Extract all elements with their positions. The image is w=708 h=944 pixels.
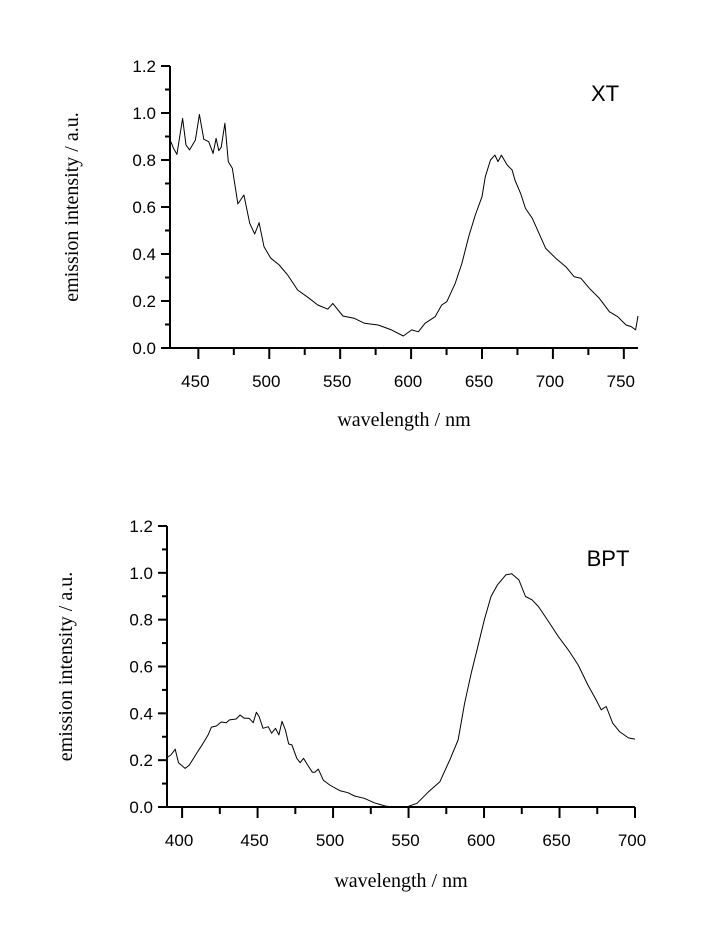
x-tick-label: 400 [165, 831, 193, 850]
y-tick-label: 1.0 [132, 104, 156, 123]
y-tick-label: 0.4 [132, 245, 156, 264]
x-tick-label: 600 [467, 831, 495, 850]
x-tick-label: 700 [536, 372, 564, 391]
x-axis-label: wavelength / nm [337, 409, 471, 431]
y-tick-label: 0.2 [132, 292, 156, 311]
y-tick-label: 0.2 [129, 751, 153, 770]
y-tick-label: 0.0 [129, 798, 153, 817]
x-tick-label: 600 [394, 372, 422, 391]
series-line-xt [170, 113, 639, 337]
x-tick-label: 750 [607, 372, 635, 391]
y-tick-label: 0.8 [129, 611, 153, 630]
y-axis-label: emission intensity / a.u. [61, 112, 83, 301]
y-tick-label: 0.6 [132, 198, 156, 217]
x-tick-label: 450 [181, 372, 209, 391]
x-tick-label: 450 [240, 831, 268, 850]
y-tick-label: 1.0 [129, 564, 153, 583]
sample-annotation: BPT [587, 546, 630, 571]
y-tick-label: 0.8 [132, 151, 156, 170]
sample-annotation: XT [591, 81, 619, 106]
x-tick-label: 650 [542, 831, 570, 850]
y-axis-label: emission intensity / a.u. [55, 572, 77, 761]
x-axis-label: wavelength / nm [334, 870, 468, 892]
y-tick-label: 0.6 [129, 658, 153, 677]
chart-panel-bpt: 0.0 0.2 0.4 0.6 0.8 1.0 1.2 400 450 500 550 600 650 7… [55, 517, 646, 892]
x-tick-label: 550 [323, 372, 351, 391]
chart-panel-xt: 0.0 0.2 0.4 0.6 0.8 1.0 1.2 450 500 550 600 650 700 7… [61, 57, 639, 431]
x-tick-label: 500 [316, 831, 344, 850]
x-tick-label: 500 [252, 372, 280, 391]
y-tick-label: 0.0 [132, 339, 156, 358]
y-tick-label: 1.2 [132, 57, 156, 76]
x-tick-label: 700 [618, 831, 646, 850]
series-line-bpt [166, 573, 636, 808]
y-tick-label: 1.2 [129, 517, 153, 536]
x-tick-label: 550 [391, 831, 419, 850]
x-tick-label: 650 [465, 372, 493, 391]
y-tick-label: 0.4 [129, 704, 153, 723]
